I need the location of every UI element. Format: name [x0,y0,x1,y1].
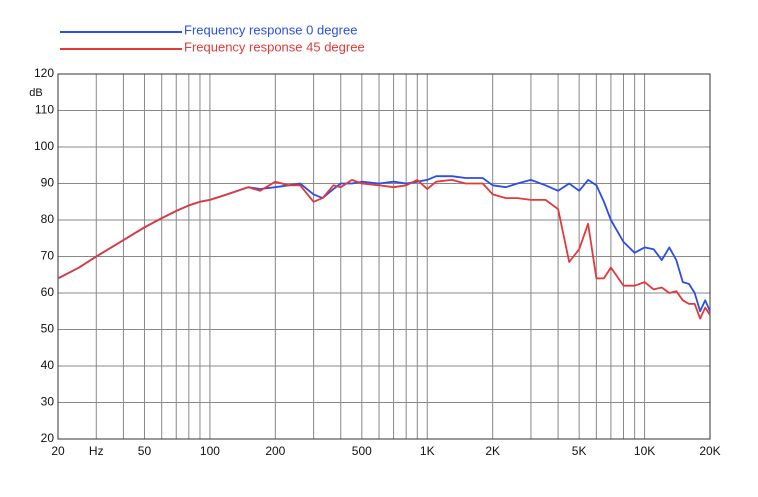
x-tick-label: 20K [699,444,720,458]
legend-label: Frequency response 0 degree [184,22,357,37]
y-axis-label: dB [29,87,42,99]
legend-label: Frequency response 45 degree [184,39,365,54]
plot-frame [57,73,711,440]
x-tick-label: Hz [89,444,104,458]
x-tick-label: 100 [200,444,220,458]
y-tick-label: 120 [34,66,54,80]
x-tick-label: 10K [634,444,655,458]
y-tick-label: 40 [41,358,55,372]
y-tick-label: 50 [41,322,55,336]
x-tick-label: 5K [572,444,587,458]
y-tick-label: 60 [41,285,55,299]
x-tick-label: 50 [138,444,152,458]
y-tick-label: 70 [41,249,55,263]
x-tick-label: 2K [485,444,500,458]
y-tick-label: 30 [41,395,55,409]
x-tick-label: 1K [420,444,435,458]
x-tick-label: 500 [352,444,372,458]
y-tick-label: 110 [35,103,54,117]
x-tick-label: 200 [265,444,285,458]
series-line [57,179,711,320]
y-tick-label: 90 [41,176,55,190]
y-tick-label: 100 [34,139,54,153]
x-tick-label: 20 [51,444,65,458]
y-tick-label: 80 [41,212,55,226]
y-tick-label: 20 [41,431,55,445]
